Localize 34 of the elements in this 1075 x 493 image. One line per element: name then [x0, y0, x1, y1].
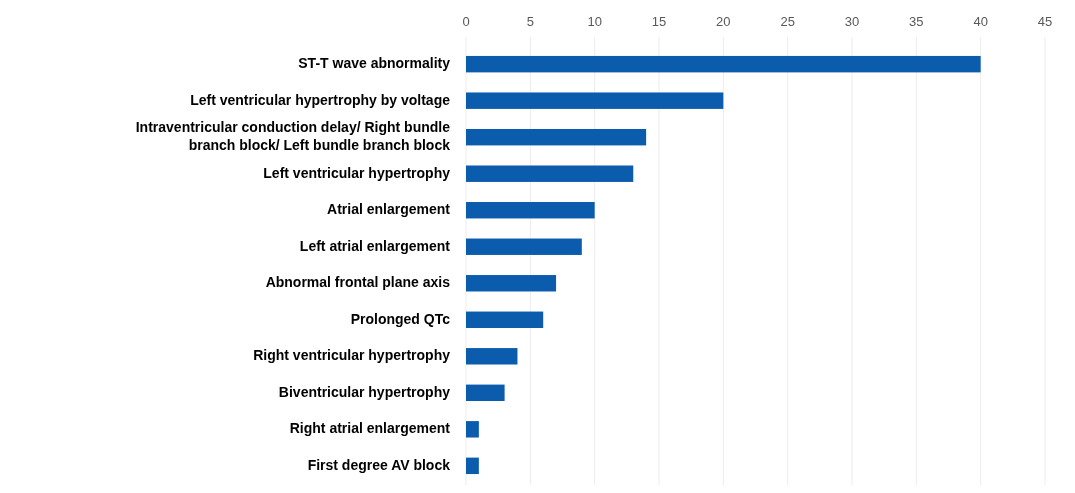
y-tick-label: Intraventricular conduction delay/ Right bundle branch block/ Left bundle branch block — [135, 118, 451, 153]
y-tick-label: Left ventricular hypertrophy — [263, 164, 451, 181]
y-tick-label: Right atrial enlargement — [289, 420, 451, 437]
y-tick-label: Atrial enlargement — [327, 200, 451, 217]
x-tick-label: 25 — [780, 14, 795, 29]
bar — [466, 202, 595, 219]
bar — [466, 457, 479, 475]
bar — [466, 275, 557, 292]
x-tick-label: 5 — [526, 14, 534, 29]
bar — [466, 165, 634, 182]
bar — [466, 55, 981, 73]
bar — [466, 238, 582, 255]
x-tick-label: 20 — [716, 14, 731, 29]
y-tick-label: Left atrial enlargement — [299, 237, 451, 254]
y-tick-label: Biventricular hypertrophy — [278, 383, 451, 400]
x-tick-label: 15 — [651, 14, 667, 29]
x-tick-label: 45 — [1037, 14, 1053, 29]
x-tick-label: 40 — [973, 14, 988, 29]
bar — [466, 384, 505, 402]
y-tick-label: First degree AV block — [307, 456, 451, 473]
bar — [466, 92, 724, 109]
bar — [466, 421, 479, 438]
y-tick-label: Abnormal frontal plane axis — [265, 273, 451, 290]
x-tick-label: 10 — [587, 14, 602, 29]
y-tick-label: Prolonged QTc — [350, 310, 451, 327]
y-tick-label: Left ventricular hypertrophy by voltage — [190, 91, 451, 108]
y-tick-label: Right ventricular hypertrophy — [253, 346, 451, 363]
bar — [466, 311, 544, 328]
bar — [466, 128, 647, 146]
x-tick-label: 30 — [844, 14, 860, 29]
x-tick-label: 0 — [462, 14, 470, 29]
y-tick-label: ST-T wave abnormality — [298, 54, 451, 71]
bar — [466, 348, 518, 365]
x-tick-label: 35 — [909, 14, 924, 29]
